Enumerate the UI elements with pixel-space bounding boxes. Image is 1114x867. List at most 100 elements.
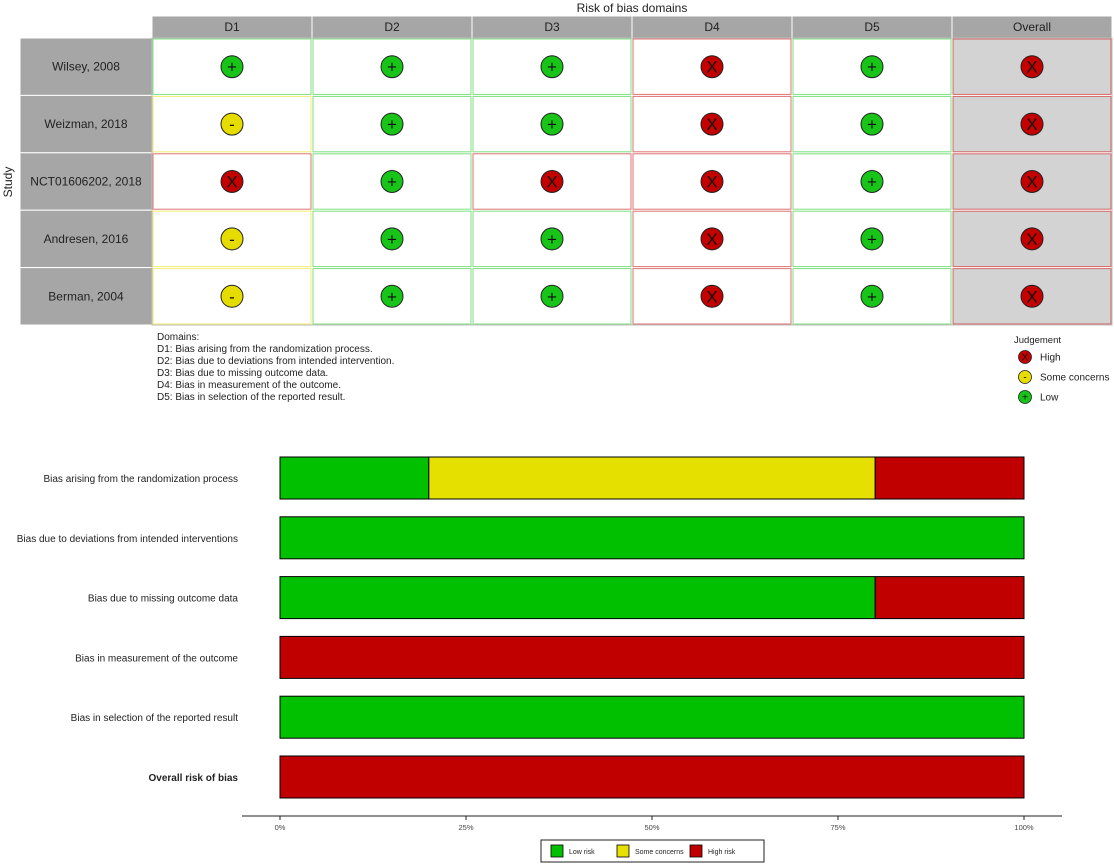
judgement-glyph: X [706,173,717,192]
judgement-glyph: + [867,115,877,134]
legend-glyph: + [1022,393,1028,404]
bar-segment [279,516,1025,560]
judgement-low-symbol [380,55,404,79]
study-label-cell [19,37,153,96]
legend-glyph: - [1023,373,1026,384]
judgement-glyph: X [1026,58,1037,77]
judgement-low-symbol [860,227,884,251]
judgement-low-symbol [380,227,404,251]
bar-segment [874,456,1025,500]
judgement-some-symbol [220,112,244,136]
study-label-cell [19,94,153,154]
judgement-glyph: + [547,58,557,77]
judgement-glyph: + [387,230,397,249]
judgement-glyph: X [1026,230,1037,249]
judgement-low-symbol [380,112,404,136]
judgement-high-symbol [1020,112,1044,136]
judgement-low-symbol [220,55,244,79]
judgement-legend: Judgement X High - Some concerns + Low [1014,335,1109,404]
judgement-glyph: X [706,230,717,249]
judgement-glyph: + [387,58,397,77]
x-tick-label: 25% [458,823,473,832]
bar-legend-swatch [550,844,564,858]
x-tick-label: 50% [644,823,659,832]
domains-legend-line: D2: Bias due to deviations from intended… [157,356,395,367]
bar-legend-box [540,839,765,863]
judgement-low-symbol [540,55,564,79]
judgement-glyph: + [867,230,877,249]
bar-legend-label: High risk [708,849,736,856]
judgement-some-symbol [220,284,244,308]
judgement-low-symbol [540,112,564,136]
judgement-glyph: X [706,58,717,77]
domains-legend-line: D5: Bias in selection of the reported re… [157,392,346,403]
judgement-high-symbol [700,227,724,251]
domains-legend-line: D4: Bias in measurement of the outcome. [157,380,341,391]
judgement-glyph: + [867,173,877,192]
bar-segment [279,456,430,500]
judgement-cell [472,153,632,210]
domains-legend-line: D3: Bias due to missing outcome data. [157,368,329,379]
column-header-label: D3 [544,20,560,34]
study-label-cell [19,152,153,211]
legend-some-label: Some concerns [1040,373,1109,384]
judgement-legend-title: Judgement [1014,335,1061,346]
judgement-low-symbol [860,170,884,193]
judgement-low-symbol [860,55,884,79]
judgement-high-symbol [1020,170,1044,193]
bar-legend-swatch [689,844,703,858]
judgement-glyph: - [229,230,235,249]
bar-category-label: Overall risk of bias [149,773,239,784]
judgement-some-symbol [220,227,244,251]
judgement-glyph: + [547,115,557,134]
bar-category-label: Bias due to missing outcome data [88,594,239,605]
judgement-high-symbol [1020,284,1044,308]
judgement-high-symbol [1020,55,1044,79]
judgement-glyph: X [1026,287,1037,306]
bar-segment [279,695,1025,739]
domains-legend: Domains: D1: Bias arising from the rando… [157,332,394,404]
summary-bar-chart: Bias arising from the randomization proc… [17,456,1062,863]
judgement-cell [472,38,632,95]
judgement-low-symbol [380,170,404,193]
judgement-glyph: + [867,287,877,306]
judgement-glyph: + [227,58,237,77]
column-header-label: Overall [1013,20,1051,34]
bar-segment [279,635,1025,679]
judgement-glyph: X [546,173,557,192]
traffic-light-title: Risk of bias domains [577,1,688,15]
bar-legend-label: Low risk [569,849,595,856]
study-axis-label: Study [1,167,15,198]
x-tick-label: 75% [830,823,845,832]
bar-category-label: Bias arising from the randomization proc… [43,474,238,485]
judgement-glyph: X [706,287,717,306]
bar-category-label: Bias due to deviations from intended int… [17,534,238,545]
judgement-glyph: + [387,287,397,306]
judgement-glyph: - [229,287,235,306]
judgement-high-symbol [700,112,724,136]
legend-glyph: X [1022,353,1029,364]
study-name: Berman, 2004 [48,289,124,303]
study-name: Weizman, 2018 [44,117,127,131]
bar-segment [279,576,876,620]
judgement-glyph: + [547,230,557,249]
column-header-label: D1 [224,20,240,34]
x-tick-label: 0% [275,823,286,832]
bar-segment [428,456,876,500]
bar-segment [279,755,1025,799]
legend-high-label: High [1040,353,1061,364]
bar-legend-swatch [616,844,630,858]
judgement-high-symbol [220,170,244,193]
judgement-high-symbol [540,170,564,193]
legend-high-symbol [1018,350,1032,364]
judgement-low-symbol [860,284,884,308]
x-tick-label: 100% [1014,823,1034,832]
judgement-low-symbol [860,112,884,136]
judgement-glyph: + [387,115,397,134]
domains-legend-title: Domains: [157,332,200,343]
column-header-label: D2 [384,20,400,34]
study-name: Andresen, 2016 [44,232,129,246]
judgement-high-symbol [1020,227,1044,251]
judgement-high-symbol [700,170,724,193]
bar-segment [874,576,1025,620]
